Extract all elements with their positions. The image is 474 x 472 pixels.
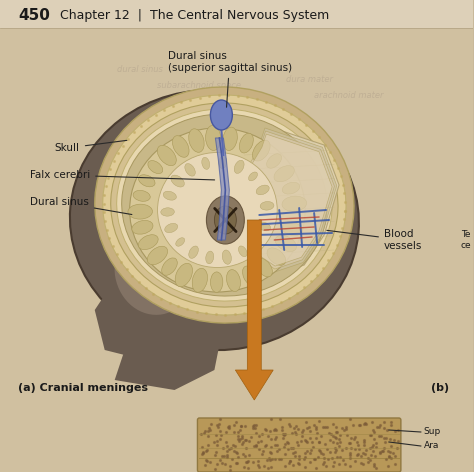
Ellipse shape	[164, 223, 178, 233]
Text: Ara: Ara	[424, 441, 439, 450]
Ellipse shape	[129, 128, 305, 292]
Ellipse shape	[206, 196, 244, 244]
Text: Chapter 12  |  The Central Nervous System: Chapter 12 | The Central Nervous System	[60, 9, 329, 23]
Ellipse shape	[239, 133, 253, 153]
Text: 450: 450	[18, 8, 50, 24]
Ellipse shape	[256, 258, 273, 277]
Bar	[0, 0, 473, 28]
Ellipse shape	[171, 175, 184, 187]
Ellipse shape	[222, 250, 231, 264]
Text: Sup: Sup	[424, 428, 441, 437]
Ellipse shape	[189, 129, 204, 152]
Text: Dural sinus
(superior sagittal sinus): Dural sinus (superior sagittal sinus)	[167, 51, 292, 107]
Ellipse shape	[267, 248, 286, 265]
Polygon shape	[236, 128, 337, 272]
Ellipse shape	[148, 160, 163, 174]
Text: Te
ce: Te ce	[461, 230, 471, 250]
Ellipse shape	[266, 154, 282, 168]
Ellipse shape	[103, 95, 346, 315]
Text: arachnoid mater: arachnoid mater	[314, 91, 384, 100]
Ellipse shape	[253, 140, 270, 161]
Ellipse shape	[138, 235, 158, 250]
Ellipse shape	[115, 225, 195, 315]
Ellipse shape	[161, 208, 174, 216]
Polygon shape	[234, 125, 339, 275]
Ellipse shape	[175, 263, 192, 287]
FancyArrow shape	[235, 220, 273, 400]
Text: Dural sinus: Dural sinus	[30, 197, 132, 215]
Text: (a) Cranial meninges: (a) Cranial meninges	[18, 383, 148, 393]
Ellipse shape	[283, 182, 300, 194]
Text: (b): (b)	[431, 383, 449, 393]
Polygon shape	[95, 280, 234, 360]
Ellipse shape	[192, 268, 208, 292]
Ellipse shape	[133, 190, 150, 202]
Text: subarachnoid space: subarachnoid space	[157, 81, 241, 90]
Ellipse shape	[275, 236, 296, 252]
Ellipse shape	[206, 126, 221, 151]
FancyBboxPatch shape	[198, 418, 401, 472]
Ellipse shape	[132, 220, 153, 234]
Ellipse shape	[162, 258, 177, 275]
Ellipse shape	[256, 185, 269, 195]
Ellipse shape	[173, 135, 189, 157]
Ellipse shape	[210, 100, 232, 130]
Text: Blood
vessels: Blood vessels	[327, 229, 422, 251]
Ellipse shape	[248, 172, 257, 181]
Ellipse shape	[157, 152, 277, 268]
Ellipse shape	[238, 246, 247, 257]
Ellipse shape	[243, 266, 256, 285]
Ellipse shape	[128, 204, 153, 219]
Ellipse shape	[163, 191, 176, 200]
Ellipse shape	[138, 175, 155, 187]
Ellipse shape	[117, 109, 332, 301]
Text: dura mater: dura mater	[286, 76, 333, 84]
Ellipse shape	[206, 251, 214, 264]
Polygon shape	[240, 134, 332, 266]
Ellipse shape	[95, 87, 354, 323]
Ellipse shape	[260, 202, 274, 210]
Ellipse shape	[219, 156, 227, 169]
Ellipse shape	[282, 196, 307, 211]
Ellipse shape	[176, 238, 185, 246]
Ellipse shape	[227, 270, 240, 292]
Ellipse shape	[189, 246, 199, 258]
Ellipse shape	[250, 236, 261, 245]
Ellipse shape	[214, 206, 237, 234]
Ellipse shape	[234, 160, 244, 173]
Polygon shape	[115, 320, 224, 390]
Ellipse shape	[111, 103, 338, 307]
Polygon shape	[215, 138, 229, 240]
Text: Skull: Skull	[55, 140, 127, 153]
Ellipse shape	[282, 222, 302, 236]
Ellipse shape	[258, 222, 271, 231]
Ellipse shape	[157, 145, 176, 166]
Text: Falx cerebri: Falx cerebri	[30, 170, 215, 180]
Ellipse shape	[122, 114, 327, 296]
Polygon shape	[238, 131, 335, 269]
Ellipse shape	[185, 164, 195, 176]
Ellipse shape	[223, 127, 237, 151]
Ellipse shape	[210, 272, 223, 292]
Text: dural sinus: dural sinus	[117, 66, 163, 75]
Ellipse shape	[274, 166, 294, 182]
Ellipse shape	[147, 246, 168, 265]
Ellipse shape	[70, 90, 359, 350]
Ellipse shape	[202, 157, 210, 169]
